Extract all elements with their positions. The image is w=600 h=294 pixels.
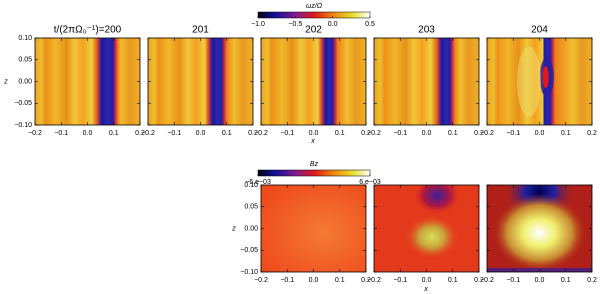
plots: −0.2 −0.1 0.0 0.1 0.2 0.10 0.05 0.00 −0.05 −0.10 t… [3, 3, 597, 293]
x-tick-label: 0.0 [422, 277, 432, 284]
colorbar-tick-label: 0.0 [328, 21, 338, 28]
field [374, 185, 479, 272]
x-tick-label: −0.2 [254, 277, 268, 284]
y-tick-label: 0.05 [244, 204, 258, 211]
x-tick-label: −0.2 [480, 277, 494, 284]
y-tick-label: 0.00 [244, 225, 258, 232]
x-axis-label: x [423, 286, 428, 293]
x-tick-label: −0.2 [28, 130, 42, 137]
colorbar-tick-label: −6.e−03 [245, 179, 271, 186]
x-tick-label: −0.1 [280, 130, 294, 137]
x-tick-label: 0.2 [361, 130, 371, 137]
y-tick-label: 0.10 [244, 182, 258, 189]
x-tick-label: 0.2 [474, 130, 484, 137]
colorbar-label: Bz [310, 161, 319, 168]
x-tick-label: 0.2 [361, 277, 371, 284]
y-tick-label: −0.10 [14, 122, 32, 129]
x-tick-label: 0.0 [196, 130, 206, 137]
x-tick-label: −0.1 [506, 130, 520, 137]
panel-title: 203 [418, 25, 435, 36]
x-tick-label: −0.1 [506, 277, 520, 284]
x-tick-label: −0.1 [167, 130, 181, 137]
x-axis-label: x [310, 138, 315, 145]
field [261, 185, 366, 272]
field-blob [542, 66, 549, 89]
x-tick-label: −0.2 [480, 130, 494, 137]
x-tick-label: 0.1 [335, 130, 345, 137]
colorbar-tick-label: −0.5 [288, 21, 302, 28]
x-tick-label: 0.0 [309, 277, 319, 284]
x-tick-label: 0.1 [448, 130, 458, 137]
x-tick-label: 0.2 [587, 277, 597, 284]
colorbar [257, 169, 371, 177]
x-tick-label: 0.0 [535, 277, 545, 284]
colorbar-tick-label: 0.5 [365, 21, 375, 28]
y-tick-label: 0.00 [18, 78, 32, 85]
panel-title: 204 [531, 25, 548, 36]
panel-title: 201 [192, 25, 209, 36]
y-tick-label: −0.05 [14, 100, 32, 107]
x-tick-label: −0.1 [280, 277, 294, 284]
panel-title: 202 [305, 25, 322, 36]
x-tick-label: 0.1 [448, 277, 458, 284]
y-tick-label: −0.10 [240, 269, 258, 276]
x-tick-label: 0.2 [587, 130, 597, 137]
x-tick-label: 0.2 [248, 130, 258, 137]
field [374, 38, 479, 125]
x-tick-label: −0.2 [141, 130, 155, 137]
field [487, 185, 592, 272]
x-tick-label: 0.0 [83, 130, 93, 137]
x-tick-label: 0.1 [109, 130, 119, 137]
x-tick-label: 0.1 [335, 277, 345, 284]
x-tick-label: 0.0 [535, 130, 545, 137]
x-tick-label: −0.1 [393, 277, 407, 284]
field [148, 38, 253, 125]
x-tick-label: 0.1 [561, 277, 571, 284]
x-tick-label: −0.2 [367, 277, 381, 284]
y-axis-label: z [231, 225, 236, 232]
x-tick-label: −0.1 [54, 130, 68, 137]
colorbar-tick-label: −1.0 [251, 21, 265, 28]
x-tick-label: −0.1 [393, 130, 407, 137]
y-tick-label: 0.05 [18, 57, 32, 64]
field-blob [517, 46, 541, 117]
x-tick-label: −0.2 [367, 130, 381, 137]
y-axis-label: z [3, 78, 8, 85]
field [35, 38, 140, 125]
x-tick-label: 0.1 [561, 130, 571, 137]
x-tick-label: 0.0 [422, 130, 432, 137]
x-tick-label: 0.0 [309, 130, 319, 137]
field [261, 38, 366, 125]
colorbar-label: ωz/Ω [306, 3, 323, 10]
y-tick-label: 0.10 [18, 35, 32, 42]
x-tick-label: 0.1 [222, 130, 232, 137]
colorbar-tick-label: 6.e−03 [359, 179, 381, 186]
colorbar [257, 11, 371, 19]
x-tick-label: −0.2 [254, 130, 268, 137]
panel-title: t/(2πΩ₀⁻¹)=200 [54, 25, 122, 36]
y-tick-label: −0.05 [240, 247, 258, 254]
x-tick-label: 0.2 [135, 130, 145, 137]
x-tick-label: 0.2 [474, 277, 484, 284]
